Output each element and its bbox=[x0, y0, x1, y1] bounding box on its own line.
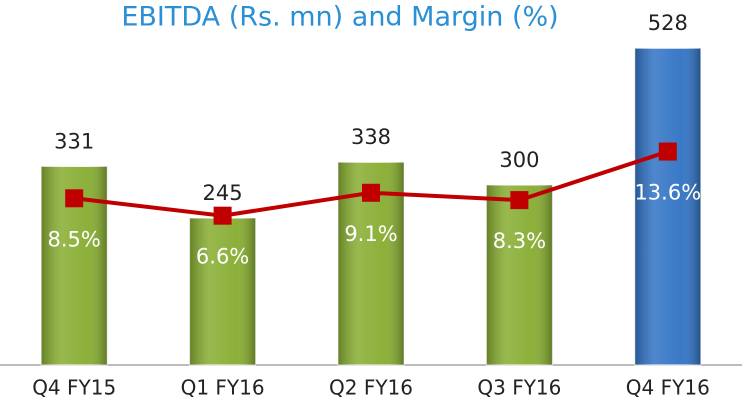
margin-label: 6.6% bbox=[196, 245, 249, 269]
bar-value-label: 338 bbox=[351, 125, 391, 149]
margin-marker bbox=[65, 189, 84, 208]
margin-label: 9.1% bbox=[344, 222, 397, 246]
margin-marker bbox=[213, 206, 232, 225]
bar-value-label: 245 bbox=[203, 181, 243, 205]
x-tick-label: Q4 FY15 bbox=[32, 376, 116, 400]
x-tick-label: Q3 FY16 bbox=[477, 376, 561, 400]
bar-shade bbox=[189, 218, 256, 365]
x-tick-label: Q4 FY16 bbox=[626, 376, 710, 400]
chart-title: EBITDA (Rs. mn) and Margin (%) bbox=[121, 2, 558, 33]
margin-label: 8.3% bbox=[493, 229, 546, 253]
margin-marker bbox=[362, 183, 380, 202]
x-tick-label: Q2 FY16 bbox=[329, 376, 413, 400]
margin-label: 13.6% bbox=[634, 181, 701, 205]
bar-value-label: 300 bbox=[499, 148, 539, 172]
margin-marker bbox=[658, 142, 677, 161]
bar-shade bbox=[634, 48, 701, 365]
margin-label: 8.5% bbox=[48, 227, 101, 251]
margin-marker bbox=[510, 191, 529, 210]
x-tick-label: Q1 FY16 bbox=[181, 376, 265, 400]
bar-shade bbox=[486, 185, 553, 365]
bar-value-label: 528 bbox=[648, 11, 688, 35]
bar-value-label: 331 bbox=[54, 129, 94, 153]
